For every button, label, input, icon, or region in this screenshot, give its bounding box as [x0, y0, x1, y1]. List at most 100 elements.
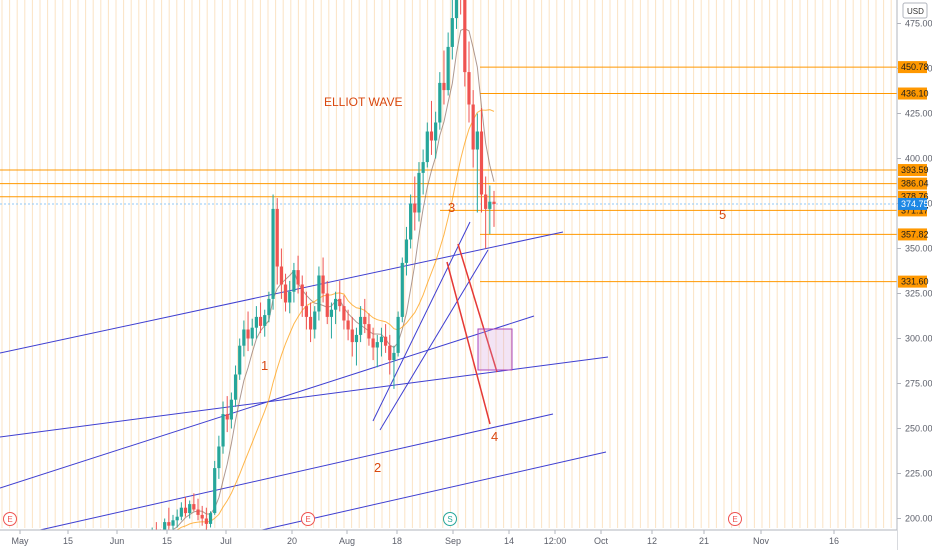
candle-body: [471, 104, 475, 150]
candle-body: [171, 520, 175, 526]
candle-body: [359, 316, 363, 335]
wave4-line: [457, 243, 498, 373]
y-tick-label: 325.00: [905, 289, 932, 299]
split-marker[interactable]: S: [443, 512, 457, 526]
candle-body: [313, 311, 317, 330]
candle-body: [279, 266, 283, 285]
candle-body: [346, 320, 350, 330]
candle-body: [375, 342, 379, 348]
consolidation-box: [477, 328, 513, 371]
price-tag-label: 393.59: [901, 165, 929, 175]
x-tick-label: 15: [63, 536, 73, 546]
y-tick-label: 350.00: [905, 244, 932, 254]
wave-label: 1: [261, 358, 268, 373]
candle-body: [384, 336, 388, 346]
candle-body: [275, 208, 279, 267]
candle-body: [409, 203, 413, 240]
candle-body: [304, 306, 309, 317]
y-tick-label: 425.00: [905, 109, 932, 119]
ma-short: [147, 28, 495, 545]
x-tick-label: 12:00: [544, 536, 567, 546]
x-tick-label: Jul: [220, 536, 232, 546]
candle-body: [371, 338, 375, 348]
channel-line: [0, 315, 535, 489]
candle-body: [392, 352, 396, 361]
candle-body: [317, 275, 321, 312]
candle-body: [484, 194, 488, 209]
x-tick-label: Oct: [594, 536, 609, 546]
candle-body: [367, 324, 371, 339]
wave-label: 5: [719, 207, 726, 222]
price-tag-label: 386.04: [901, 179, 929, 189]
earnings-marker[interactable]: E: [3, 512, 17, 526]
price-tag: [898, 164, 927, 177]
x-tick-label: 18: [392, 536, 402, 546]
wave-label: 2: [374, 460, 381, 475]
price-tag: [898, 177, 927, 190]
candle-body: [283, 284, 288, 303]
candle-body: [238, 345, 242, 375]
event-circle: [728, 512, 742, 526]
candle-body: [263, 315, 267, 326]
grid: [1, 0, 892, 528]
x-tick-label: May: [11, 536, 29, 546]
candle-body: [429, 131, 434, 141]
candle-body: [196, 509, 200, 515]
currency-button[interactable]: USD: [902, 2, 928, 19]
candle-body: [404, 239, 409, 263]
x-tick-label: Sep: [445, 536, 461, 546]
channel-line: [379, 249, 489, 431]
candle-body: [167, 522, 171, 526]
candle-body: [292, 270, 296, 292]
candle-body: [258, 316, 263, 326]
candle-body: [288, 291, 292, 303]
x-tick-label: 14: [504, 536, 514, 546]
event-circle: [3, 512, 17, 526]
channel-line: [0, 356, 609, 438]
channel-line: [261, 451, 607, 531]
price-tag-label: 371.17: [901, 205, 929, 215]
candle-body: [246, 329, 250, 339]
candle-body: [188, 504, 192, 514]
price-axis: 200.00 225.00 250.00 275.00 300.00 325.00 350.…: [896, 0, 932, 550]
candle-body: [379, 336, 384, 343]
candle-body: [446, 46, 450, 91]
x-tick-label: Aug: [339, 536, 355, 546]
x-tick-label: 20: [287, 536, 297, 546]
earnings-marker[interactable]: E: [728, 512, 742, 526]
candle-body: [308, 316, 313, 330]
event-circle: [301, 512, 315, 526]
event-label: E: [305, 515, 310, 524]
x-tick-label: 21: [699, 536, 709, 546]
horizontal-levels: [0, 66, 897, 283]
wave4-line: [446, 261, 491, 425]
candle-body: [296, 270, 300, 285]
x-tick-label: 15: [162, 536, 172, 546]
candle-body: [208, 513, 213, 524]
candle-body: [179, 507, 183, 517]
candle-body: [221, 414, 225, 447]
candle-body: [229, 399, 233, 420]
candle-body: [329, 309, 334, 317]
earnings-marker[interactable]: E: [301, 512, 315, 526]
x-tick-label: Jun: [110, 536, 125, 546]
y-tick-label: 225.00: [905, 469, 932, 479]
candle-body: [475, 131, 479, 150]
candle-body: [213, 468, 217, 514]
candle-body: [333, 298, 338, 310]
candle-body: [225, 414, 229, 420]
candle-body: [413, 203, 417, 213]
time-axis-bg: [0, 530, 897, 550]
candle-body: [300, 284, 304, 307]
y-tick-label: 275.00: [905, 379, 932, 389]
time-axis: May 15 Jun 15 Jul 20 Aug 18 Sep 14 12:00 Oct 12 21 Nov…: [0, 529, 897, 550]
current-price-tag: [898, 197, 927, 210]
price-tag: [898, 61, 927, 74]
event-label: E: [7, 515, 12, 524]
price-tag-label: 378.76: [901, 192, 929, 202]
candle-body: [254, 316, 258, 328]
channel-line: [372, 221, 471, 422]
event-circle: [443, 512, 457, 526]
wave-label: 3: [448, 200, 455, 215]
candle-body: [363, 316, 367, 325]
